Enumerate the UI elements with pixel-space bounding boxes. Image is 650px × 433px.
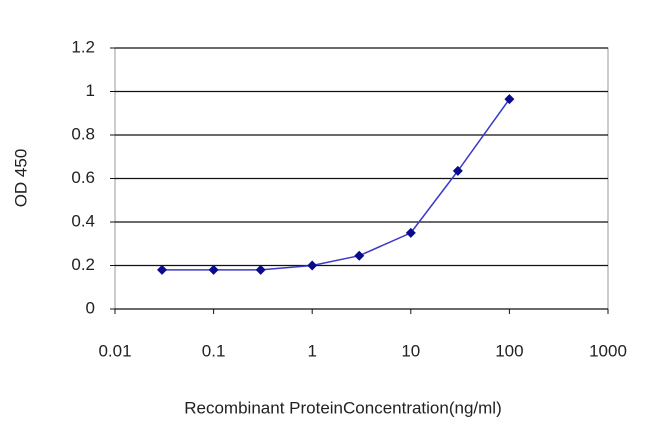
x-tick-label: 1 [307, 341, 316, 360]
x-tick-label: 0.1 [202, 341, 226, 360]
data-point [208, 264, 219, 275]
data-point [452, 165, 463, 176]
x-tick-label: 100 [495, 341, 523, 360]
y-tick-label: 0.2 [71, 255, 95, 274]
y-tick-label: 1.2 [71, 37, 95, 56]
y-tick-label: 1 [86, 81, 95, 100]
data-point [504, 94, 515, 105]
data-point [307, 260, 318, 271]
series-line [162, 98, 511, 271]
y-axis-title: OD 450 [11, 149, 30, 208]
x-tick-label: 10 [401, 341, 420, 360]
data-point [255, 264, 266, 275]
y-tick-label: 0.8 [71, 124, 95, 143]
x-axis-title: Recombinant ProteinConcentration(ng/ml) [184, 398, 502, 417]
y-tick-label: 0 [86, 298, 95, 317]
x-tick-label: 1000 [589, 341, 627, 360]
y-tick-label: 0.4 [71, 211, 95, 230]
data-point [157, 264, 168, 275]
data-point [405, 227, 416, 238]
data-point [354, 250, 365, 261]
y-tick-label: 0.6 [71, 168, 95, 187]
x-tick-label: 0.01 [98, 341, 131, 360]
